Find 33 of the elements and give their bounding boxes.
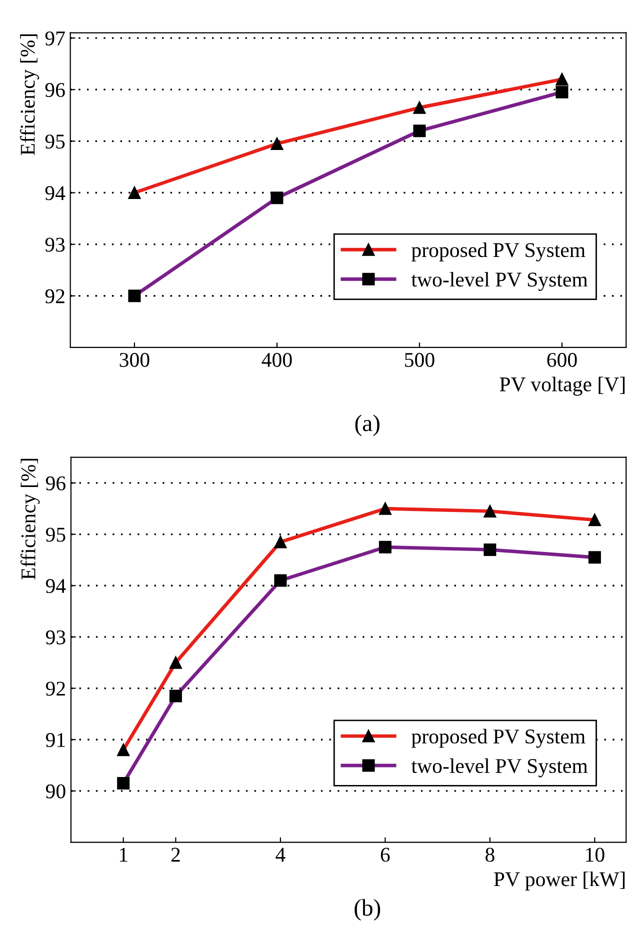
y-axis-title: Efficiency [%]	[20, 34, 40, 156]
text: (b)	[354, 899, 380, 921]
x-axis-title: PV power [kW]	[494, 872, 625, 890]
legend-label: two-level PV System	[411, 272, 588, 291]
x-tick-label: 300	[120, 352, 150, 367]
legend-label: two-level PV System	[411, 758, 588, 778]
x-tick-label: 400	[262, 352, 292, 367]
x-tick-label: 8	[486, 848, 494, 862]
legend-label: proposed PV System	[412, 242, 586, 262]
y-tick-label: 92	[45, 289, 64, 304]
x-tick-label: 4	[276, 848, 286, 862]
y-tick-label: 92	[46, 682, 65, 696]
y-tick-label: 93	[45, 238, 65, 252]
y-tick-label: 95	[46, 528, 66, 542]
x-tick-label: 600	[547, 352, 577, 367]
y-tick-label: 90	[46, 784, 66, 798]
x-tick-label: 1	[120, 848, 128, 862]
y-tick-label: 94	[46, 579, 66, 594]
x-tick-label: 2	[171, 848, 180, 862]
x-axis-title: PV voltage [V]	[500, 376, 625, 396]
y-tick-label: 97	[45, 31, 65, 46]
y-axis-title: Efficiency [%]	[20, 458, 40, 580]
y-tick-label: 95	[45, 134, 65, 149]
y-tick-label: 93	[46, 630, 66, 644]
x-tick-label: 10	[586, 848, 604, 862]
y-tick-label: 91	[46, 733, 65, 748]
x-tick-label: 500	[405, 352, 434, 367]
y-tick-label: 96	[46, 476, 66, 490]
y-tick-label: 96	[45, 83, 65, 98]
text: (a)	[355, 414, 380, 436]
legend-label: proposed PV System	[412, 728, 586, 748]
y-tick-label: 94	[45, 186, 66, 200]
x-tick-label: 6	[380, 848, 390, 862]
